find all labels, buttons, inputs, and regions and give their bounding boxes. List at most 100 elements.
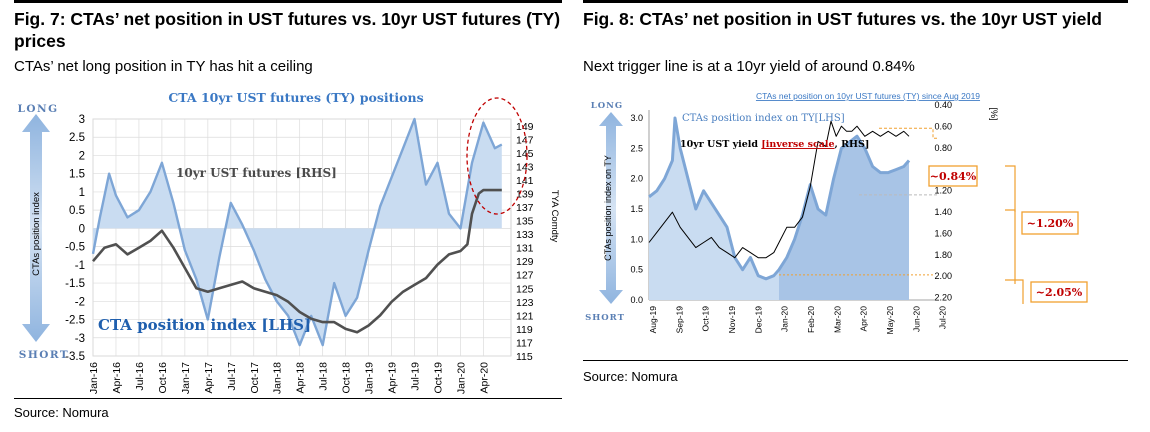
x-tick-label: Jan-20 <box>780 306 790 332</box>
figure-7-source: Source: Nomura <box>14 405 109 420</box>
arrow-short-label: SHORT <box>585 313 625 323</box>
x-axis-ticks: Jan-16 Apr-16 Jul-16 Oct-16 Jan-17 Apr-17 Jul-… <box>88 362 490 394</box>
figure-7-subtitle: CTAs’ net long position in TY has hit a … <box>14 58 313 75</box>
x-tick-label: Sep-19 <box>674 306 684 334</box>
x-tick-label: Mar-20 <box>832 306 842 333</box>
x-tick-label: Apr-17 <box>203 362 215 394</box>
x-tick-label: Jan-19 <box>364 362 376 394</box>
x-tick-label: Jun-20 <box>911 306 921 332</box>
position-index-line <box>648 116 911 281</box>
bracket-084 <box>1005 165 1016 212</box>
right-tick-label: 141 <box>516 175 534 187</box>
figure-8-title: Fig. 8: CTAs’ net position in UST future… <box>583 9 1102 29</box>
left-tick-label: 1.0 <box>630 234 643 244</box>
position-area <box>93 119 502 346</box>
x-tick-label: Apr-19 <box>387 362 399 394</box>
left-tick-label: -3.5 <box>65 351 85 363</box>
x-tick-label: Jul-17 <box>226 362 238 391</box>
position-index-line <box>91 117 503 347</box>
x-tick-label: Feb-20 <box>806 306 816 333</box>
right-tick-label: 129 <box>516 256 534 268</box>
x-tick-label: Oct-18 <box>341 362 353 394</box>
yield-line <box>648 120 910 259</box>
left-tick-label: 3 <box>79 114 85 126</box>
left-tick-label: -0.5 <box>65 242 85 254</box>
left-tick-label: -2 <box>75 296 85 308</box>
right-axis-title: TYA Comdty <box>549 190 560 243</box>
left-tick-label: -2.5 <box>65 315 85 327</box>
position-fill <box>93 119 502 346</box>
trigger-guides <box>779 127 1024 304</box>
arrow-short-label: SHORT <box>19 349 70 361</box>
right-tick-label: 127 <box>516 270 534 282</box>
right-tick-label: 145 <box>516 148 534 160</box>
figure-8-top-rule <box>583 0 1128 3</box>
right-tick-label: 149 <box>516 121 534 133</box>
x-tick-label: Oct-17 <box>249 362 261 394</box>
x-axis-ticks: Aug-19 Sep-19 Oct-19 Nov-19 Dec-19 Jan-20 Feb-… <box>648 306 948 335</box>
right-tick-label: 115 <box>516 351 533 363</box>
right-tick-label: 1.80 <box>934 250 952 260</box>
x-tick-label: May-20 <box>885 306 895 335</box>
left-tick-label: 2 <box>79 150 85 162</box>
long-short-arrow <box>599 112 623 304</box>
right-tick-label: 143 <box>516 161 534 173</box>
right-axis-title: [%] <box>989 107 999 120</box>
figure-8-subtitle: Next trigger line is at a 10yr yield of … <box>583 58 915 75</box>
callout-120: ~1.20% <box>1021 211 1079 235</box>
arrow-long-label: LONG <box>591 101 623 111</box>
callout-120-text: ~1.20% <box>1027 217 1074 230</box>
left-tick-label: 1.5 <box>69 169 85 181</box>
x-tick-label: Jan-20 <box>455 362 467 394</box>
left-tick-label: 2.5 <box>630 143 643 153</box>
figure-8-chart: 3.02.52.01.51.00.50.0 0.400.600.801.001.… <box>585 91 1088 335</box>
x-tick-label: Jul-18 <box>318 362 330 391</box>
yield-annotation: 10yr UST yield [inverse scale, RHS] <box>680 139 869 150</box>
left-axis-ticks: 3.0 2.5 2.0 1.5 1.0 0.5 0.0 <box>630 113 643 305</box>
cta-annotation: CTAs position index on TY[LHS] <box>682 113 845 124</box>
left-tick-label: 0.0 <box>630 295 643 305</box>
right-tick-label: 131 <box>516 243 534 255</box>
right-tick-label: 137 <box>516 202 534 214</box>
right-tick-label: 1.60 <box>934 228 952 238</box>
x-tick-label: Apr-16 <box>111 362 123 394</box>
left-tick-label: 3.0 <box>630 113 643 123</box>
left-tick-label: 0.5 <box>69 205 85 217</box>
rhs-annotation: 10yr UST futures [RHS] <box>176 166 337 180</box>
x-tick-label: Jul-16 <box>134 362 146 391</box>
right-tick-label: 0.80 <box>934 143 952 153</box>
x-tick-label: Jan-16 <box>88 362 100 394</box>
right-tick-label: 2.20 <box>934 293 952 303</box>
left-tick-label: -1.5 <box>65 278 85 290</box>
right-tick-label: 125 <box>516 283 534 295</box>
figure-8-bottom-rule <box>583 360 1128 361</box>
x-tick-label: Apr-20 <box>859 306 869 332</box>
right-tick-label: 1.20 <box>934 186 952 196</box>
callout-205-text: ~2.05% <box>1036 286 1083 299</box>
right-tick-label: 2.00 <box>934 271 952 281</box>
long-short-arrow <box>22 114 50 342</box>
yield-annotation-red: [inverse scale <box>761 139 834 150</box>
highlight-ellipse <box>466 97 528 215</box>
figure-8-source: Source: Nomura <box>583 369 678 384</box>
left-tick-label: 2.5 <box>69 132 85 144</box>
ty-price-line <box>92 188 502 334</box>
x-tick-label: Jan-18 <box>272 362 284 394</box>
left-tick-label: 0 <box>79 223 85 235</box>
yield-annotation-prefix: 10yr UST yield <box>680 139 761 150</box>
right-tick-label: 1.40 <box>934 207 952 217</box>
right-tick-label: 0.40 <box>934 100 952 110</box>
figure-7-bottom-rule <box>14 398 562 399</box>
x-tick-label: Aug-19 <box>648 306 658 334</box>
x-tick-label: Jul-19 <box>410 362 422 391</box>
x-tick-label: Dec-19 <box>753 306 763 334</box>
right-tick-label: 133 <box>516 229 534 241</box>
figure-8-panel: Fig. 8: CTAs’ net position in UST future… <box>583 0 1150 432</box>
bracket-205 <box>1005 279 1024 304</box>
callout-084-text: ~0.84% <box>930 170 977 183</box>
x-tick-label: Jul-20 <box>938 306 948 329</box>
x-tick-label: Oct-16 <box>157 362 169 394</box>
figure-7-chart: 32.521.510.50-0.5-1-1.5-2-2.5-3-3.5 1491… <box>17 90 560 394</box>
right-tick-label: 139 <box>516 188 534 200</box>
